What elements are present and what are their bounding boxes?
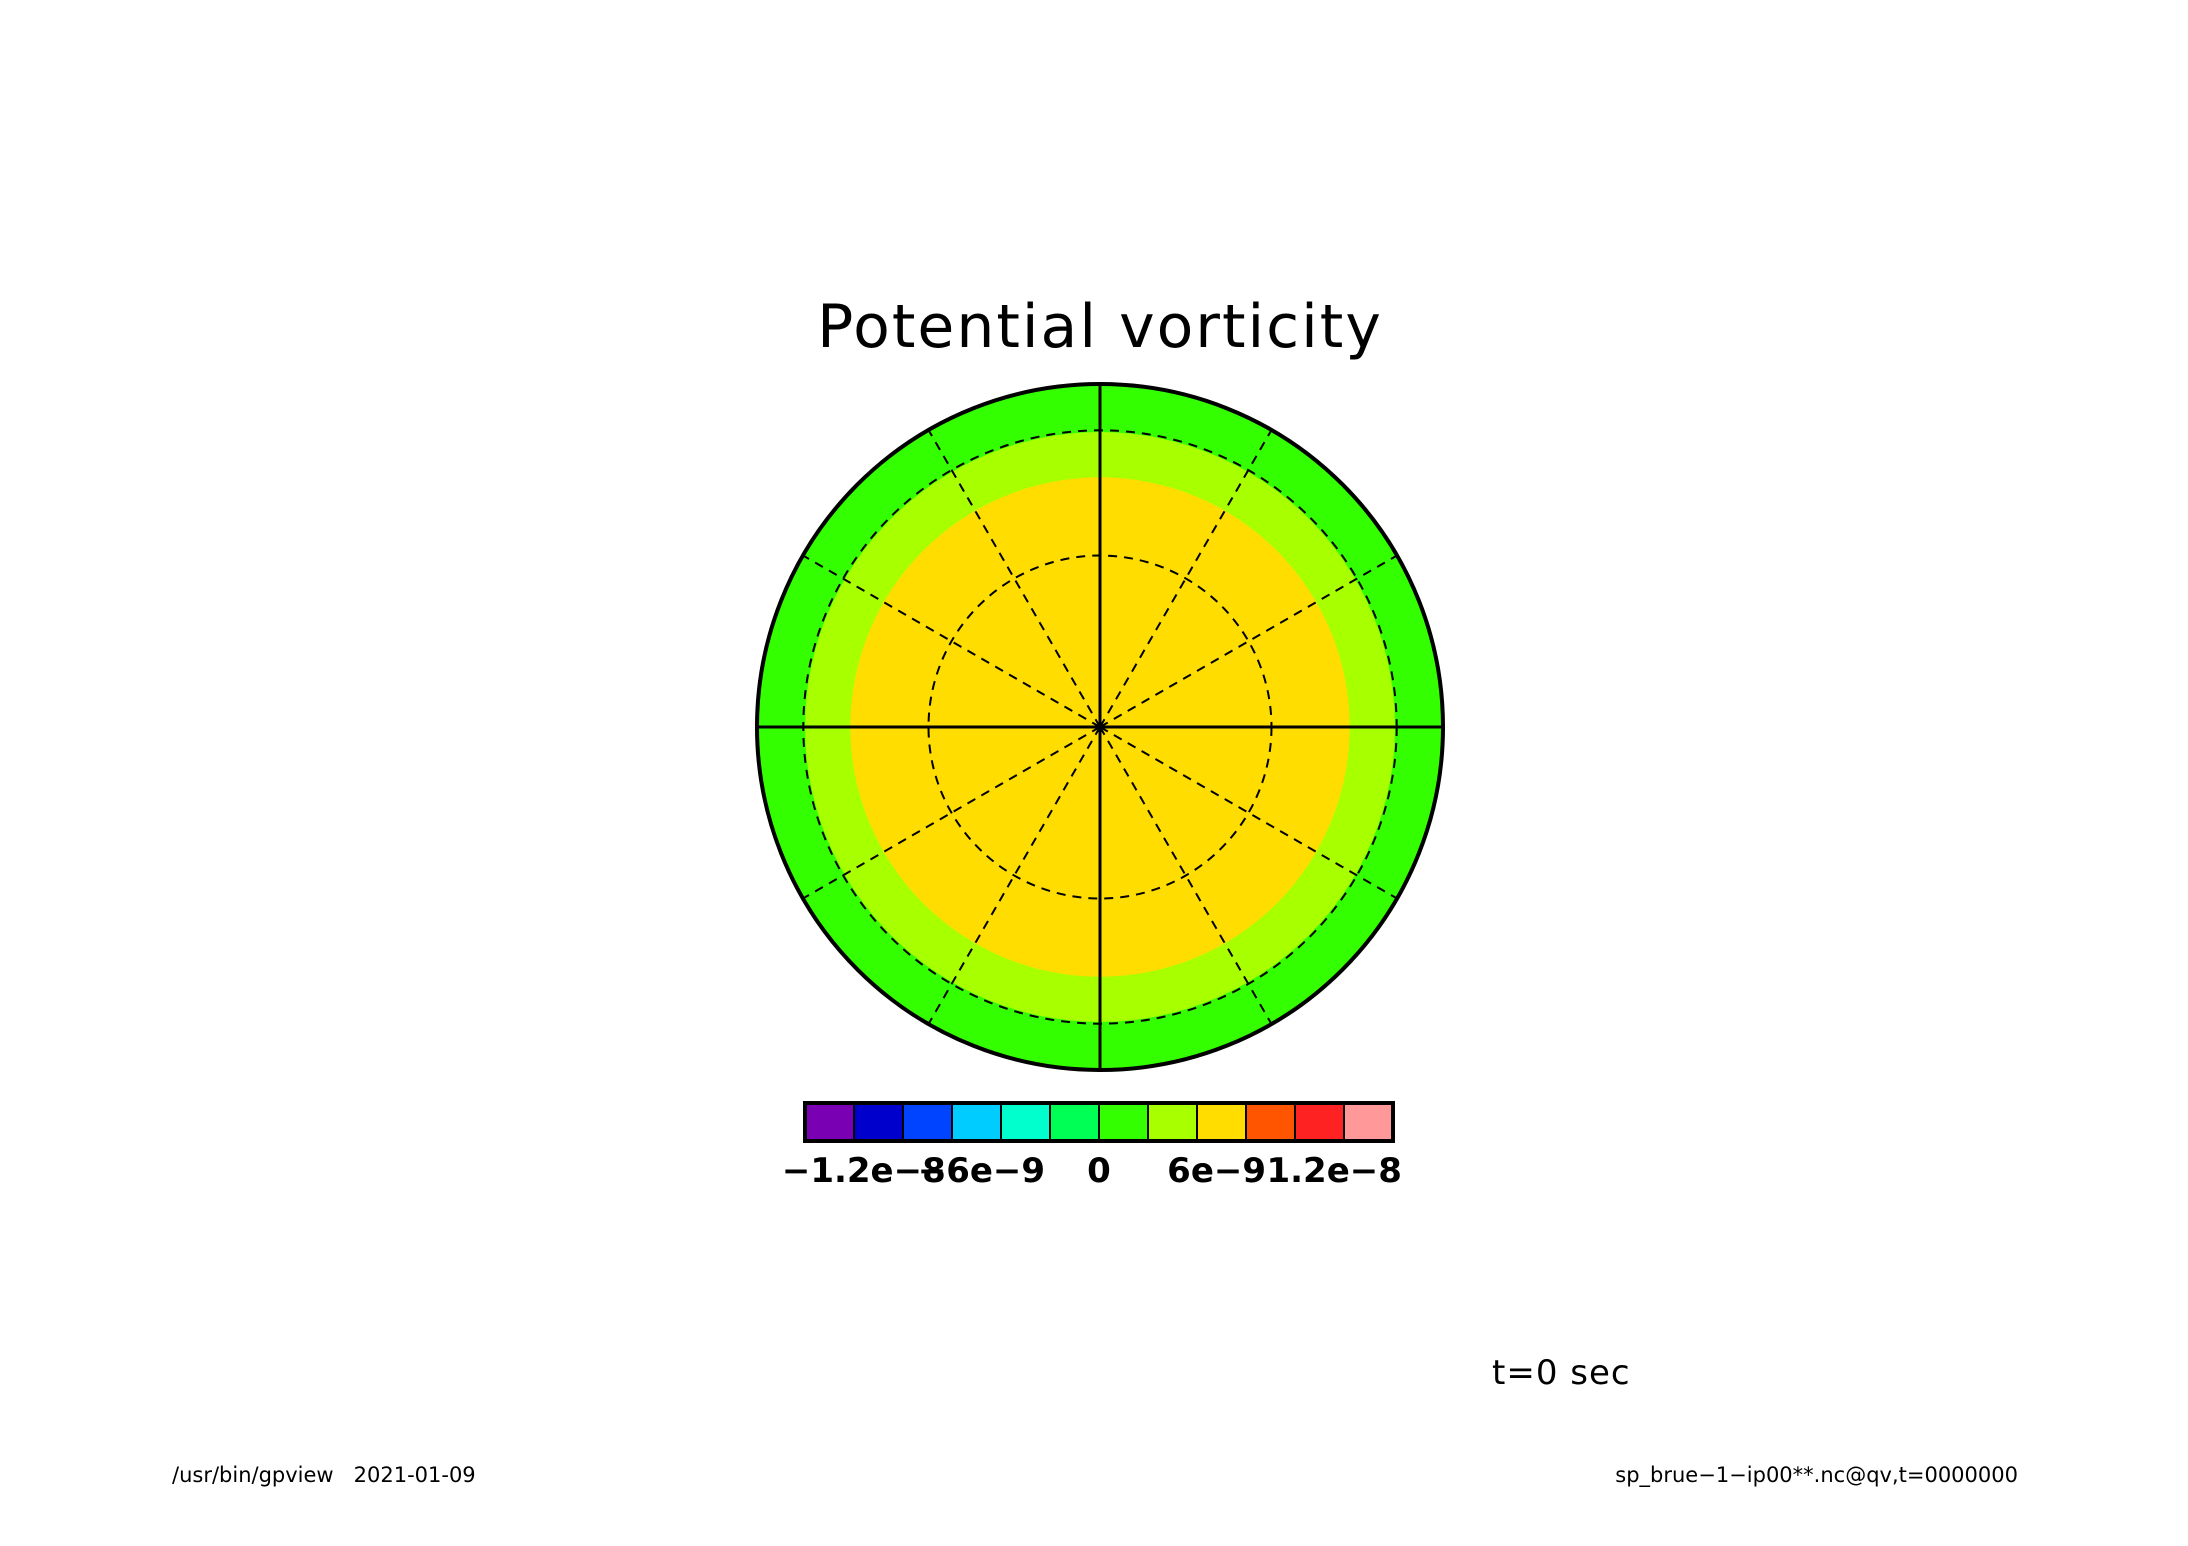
colorbar-tick-label: 1.2e−8 [1266, 1151, 1401, 1191]
colorbar-tick-label: −1.2e−8 [782, 1151, 946, 1191]
time-label: t=0 sec [1492, 1353, 1631, 1393]
colorbar-swatch [951, 1102, 1002, 1142]
colorbar-swatch [902, 1102, 953, 1142]
colorbar-swatch [1343, 1102, 1394, 1142]
chart-title: Potential vorticity [817, 292, 1383, 362]
footer-left: /usr/bin/gpview 2021-01-09 [172, 1463, 476, 1487]
colorbar-tick-label: −6e−9 [918, 1151, 1045, 1191]
colorbar-swatch [1147, 1102, 1198, 1142]
colorbar-swatch [1098, 1102, 1149, 1142]
colorbar-tick-label: 0 [1087, 1151, 1111, 1191]
colorbar-swatch [1245, 1102, 1296, 1142]
colorbar-swatch [804, 1102, 855, 1142]
colorbar-swatch [1000, 1102, 1051, 1142]
colorbar: −1.2e−8−6e−9 0 6e−9 1.2e−8 [782, 1101, 1402, 1191]
polar-map [755, 382, 1445, 1072]
colorbar-frame [803, 1101, 1395, 1143]
colorbar-swatch [1196, 1102, 1247, 1142]
colorbar-tick-label: 6e−9 [1167, 1151, 1266, 1191]
colorbar-swatch [1294, 1102, 1345, 1142]
colorbar-swatch [853, 1102, 904, 1142]
footer-right: sp_brue−1−ip00**.nc@qv,t=0000000 [1615, 1463, 2018, 1488]
map-boundary [755, 382, 1445, 1072]
colorbar-swatch [1049, 1102, 1100, 1142]
